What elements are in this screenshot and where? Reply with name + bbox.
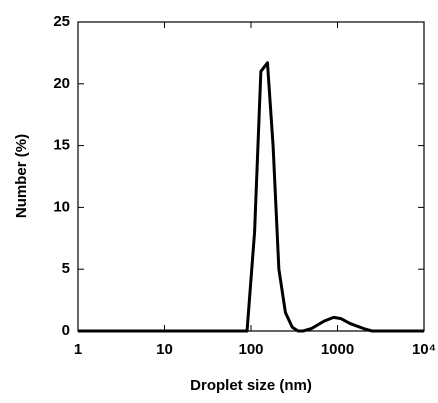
x-tick-label: 10⁴ <box>412 341 436 358</box>
x-tick-label: 1 <box>74 341 82 358</box>
x-tick-label: 10 <box>156 341 173 358</box>
y-axis-label: Number (%) <box>13 134 30 218</box>
y-tick-label: 25 <box>53 13 70 30</box>
data-line <box>78 61 424 333</box>
y-tick-label: 10 <box>53 198 70 215</box>
y-tick-label: 15 <box>53 137 70 154</box>
y-tick-label: 5 <box>62 260 70 277</box>
x-tick-label: 1000 <box>321 341 354 358</box>
y-tick-label: 20 <box>53 75 70 92</box>
x-axis-label: Droplet size (nm) <box>190 377 312 394</box>
y-tick-label: 0 <box>62 322 70 339</box>
x-tick-label: 100 <box>238 341 263 358</box>
